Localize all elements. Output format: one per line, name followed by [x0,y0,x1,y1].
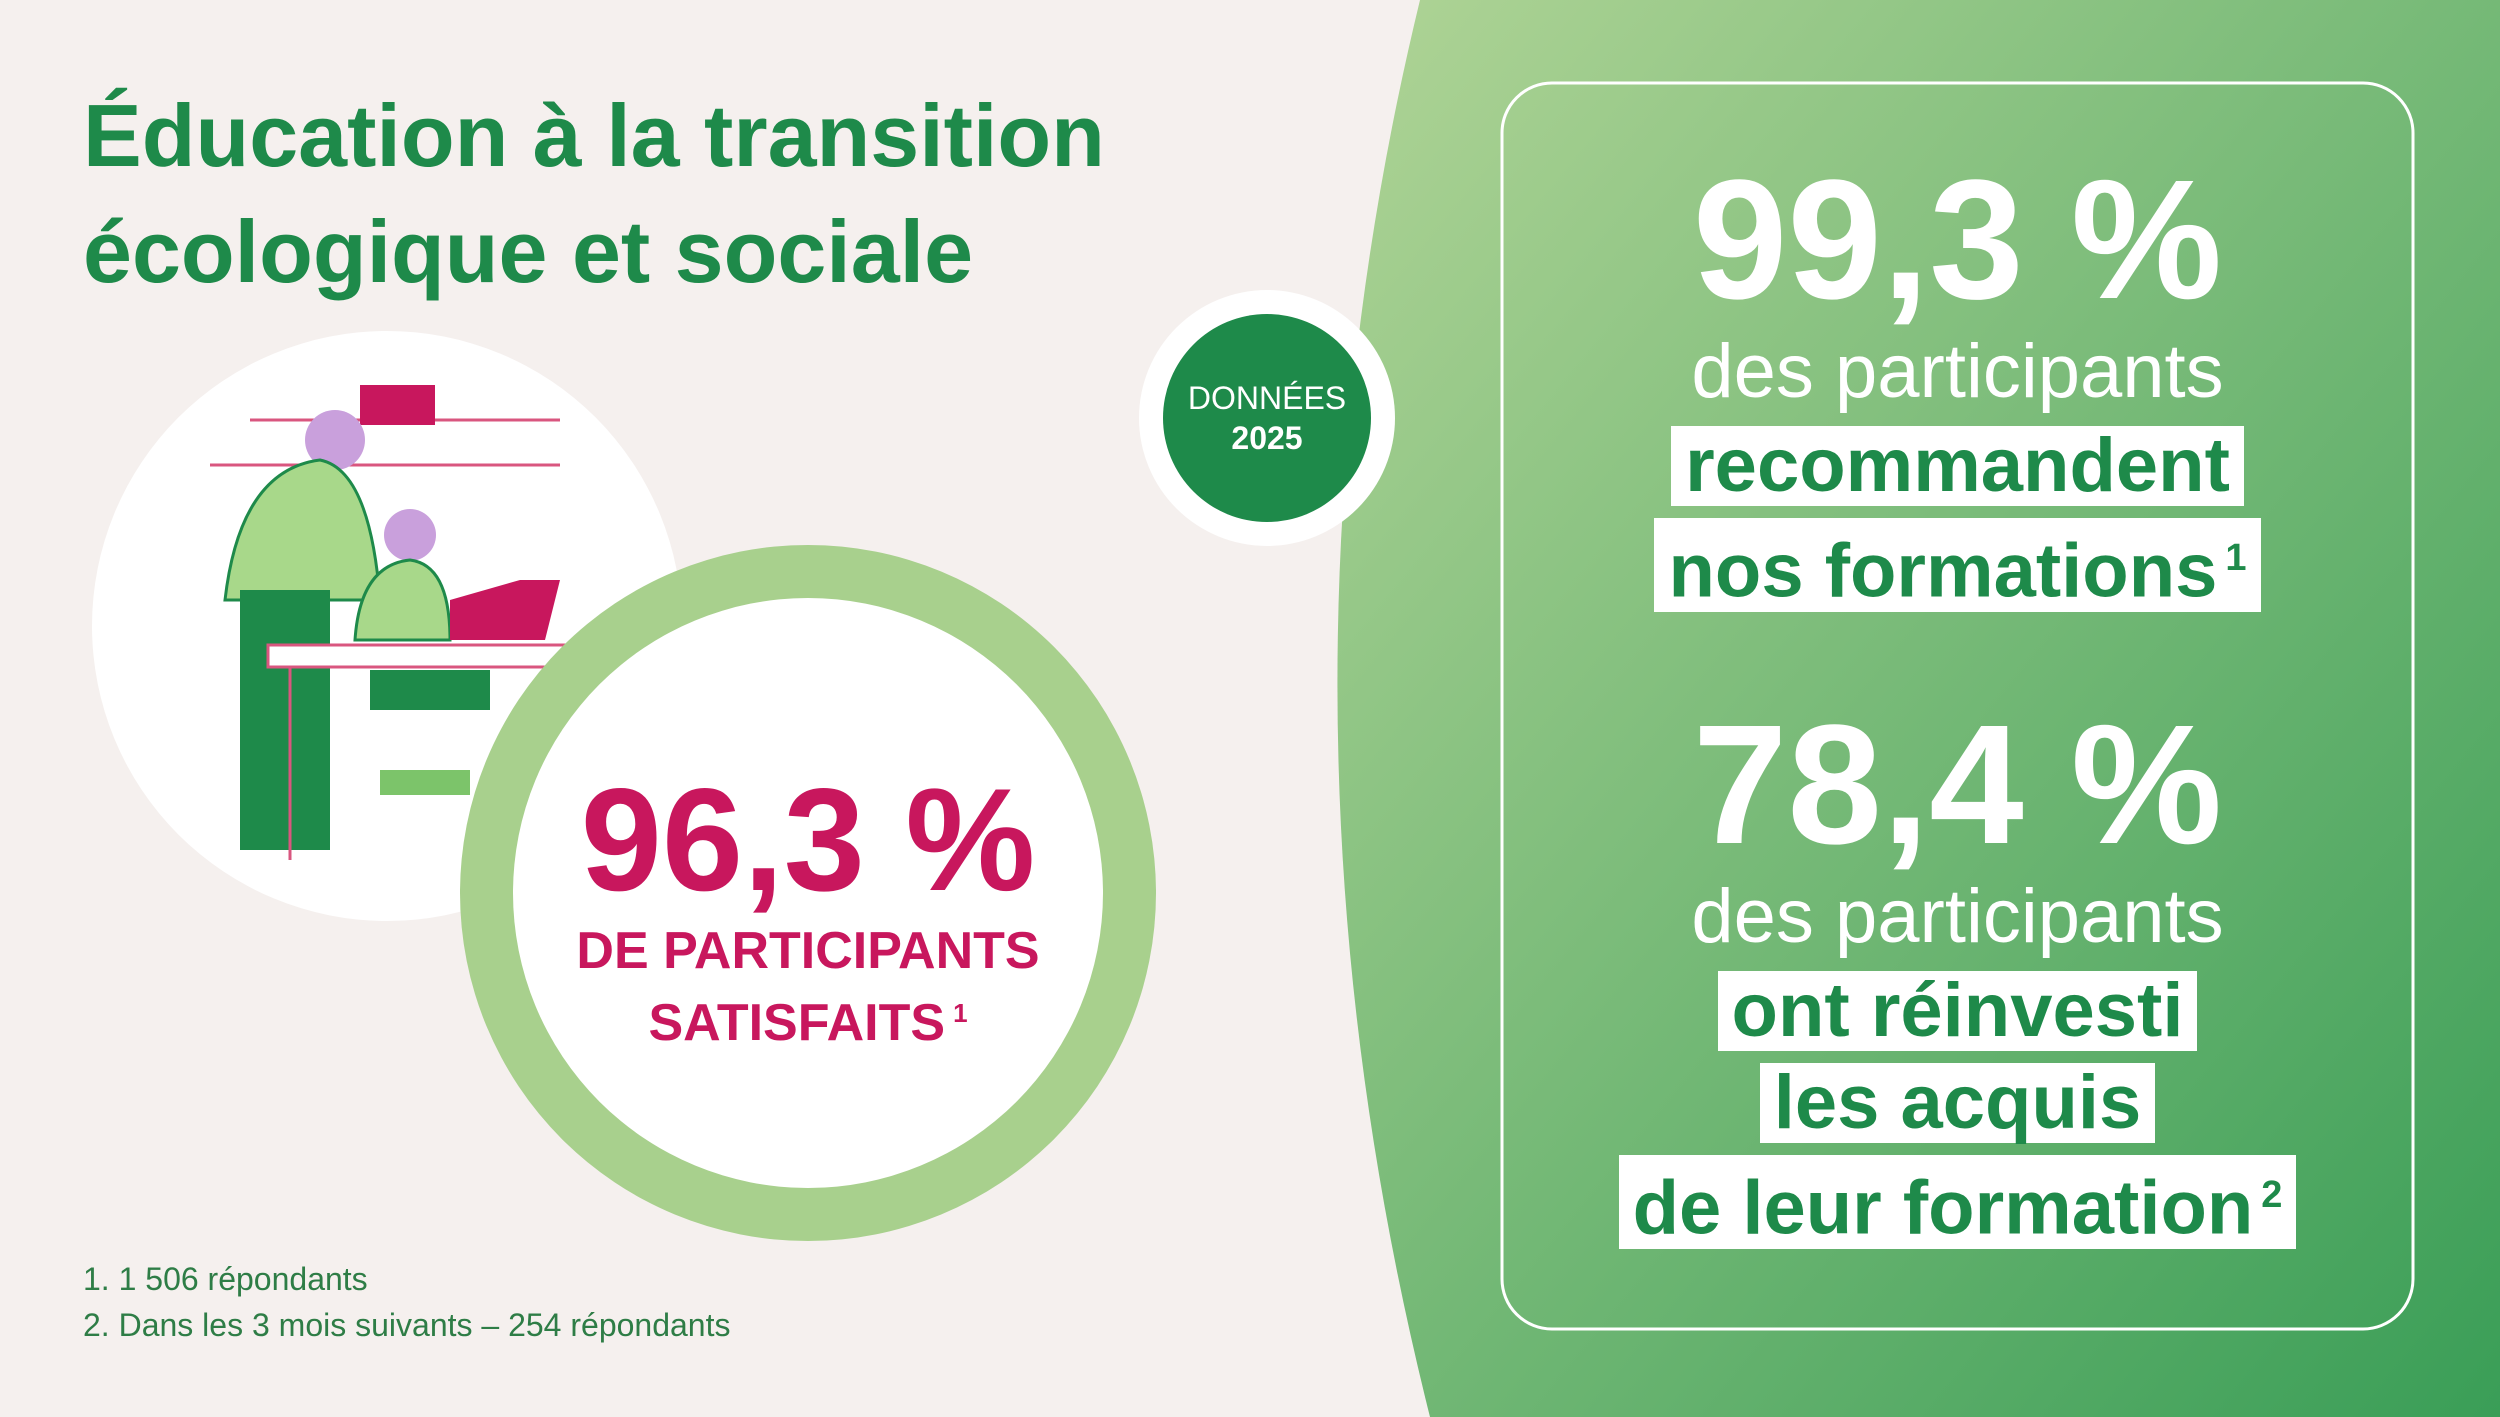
stat-line: de leur formation 2 [1618,1155,2297,1251]
stat-line: nos formations 1 [1654,518,2261,614]
title-line: écologique et sociale [83,202,974,301]
stat-line: recommandent [1671,426,2244,506]
stat-text: nos formations [1668,528,2218,614]
stat-text: SATISFAITS [648,994,946,1053]
stat-text: de leur formation [1632,1165,2254,1251]
badge-disc [1163,314,1371,522]
illustration [210,385,570,860]
highlight-disc [513,598,1103,1188]
stat-value: 99,3 % [1692,145,2223,335]
stat-line: SATISFAITS 1 [508,982,1108,1054]
highlight-stat: 96,3 % DE PARTICIPANTS SATISFAITS 1 [508,760,1108,1054]
footnote: 2. Dans les 3 mois suivants – 254 répond… [83,1307,731,1343]
title-line: Éducation à la transition [83,86,1105,185]
stat-intro: des participants [1691,874,2224,959]
badge: DONNÉES 2025 [1163,378,1371,458]
note-ref: 1 [953,998,968,1028]
stat-value: 96,3 % [580,758,1036,921]
green-panel [1337,0,2500,1417]
title: Éducation à la transition écologique et … [83,78,1105,310]
note-ref: 2 [2261,1174,2283,1216]
stat: 78,4 % des participants ont réinvesti le… [1502,695,2413,1249]
stat: 99,3 % des participants recommandent nos… [1502,150,2413,612]
stat-intro: des participants [1691,329,2224,414]
stat-line: ont réinvesti [1717,971,2198,1051]
footnotes: 1. 1 506 répondants 2. Dans les 3 mois s… [83,1256,730,1348]
stat-line: les acquis [1759,1063,2156,1143]
stat-value: 78,4 % [1692,690,2223,880]
footnote: 1. 1 506 répondants [83,1261,368,1297]
stat-line: DE PARTICIPANTS [576,922,1040,980]
badge-label: DONNÉES [1187,380,1347,416]
badge-year: 2025 [1231,420,1303,456]
note-ref: 1 [2225,537,2247,579]
stats-frame [1500,81,2415,1331]
